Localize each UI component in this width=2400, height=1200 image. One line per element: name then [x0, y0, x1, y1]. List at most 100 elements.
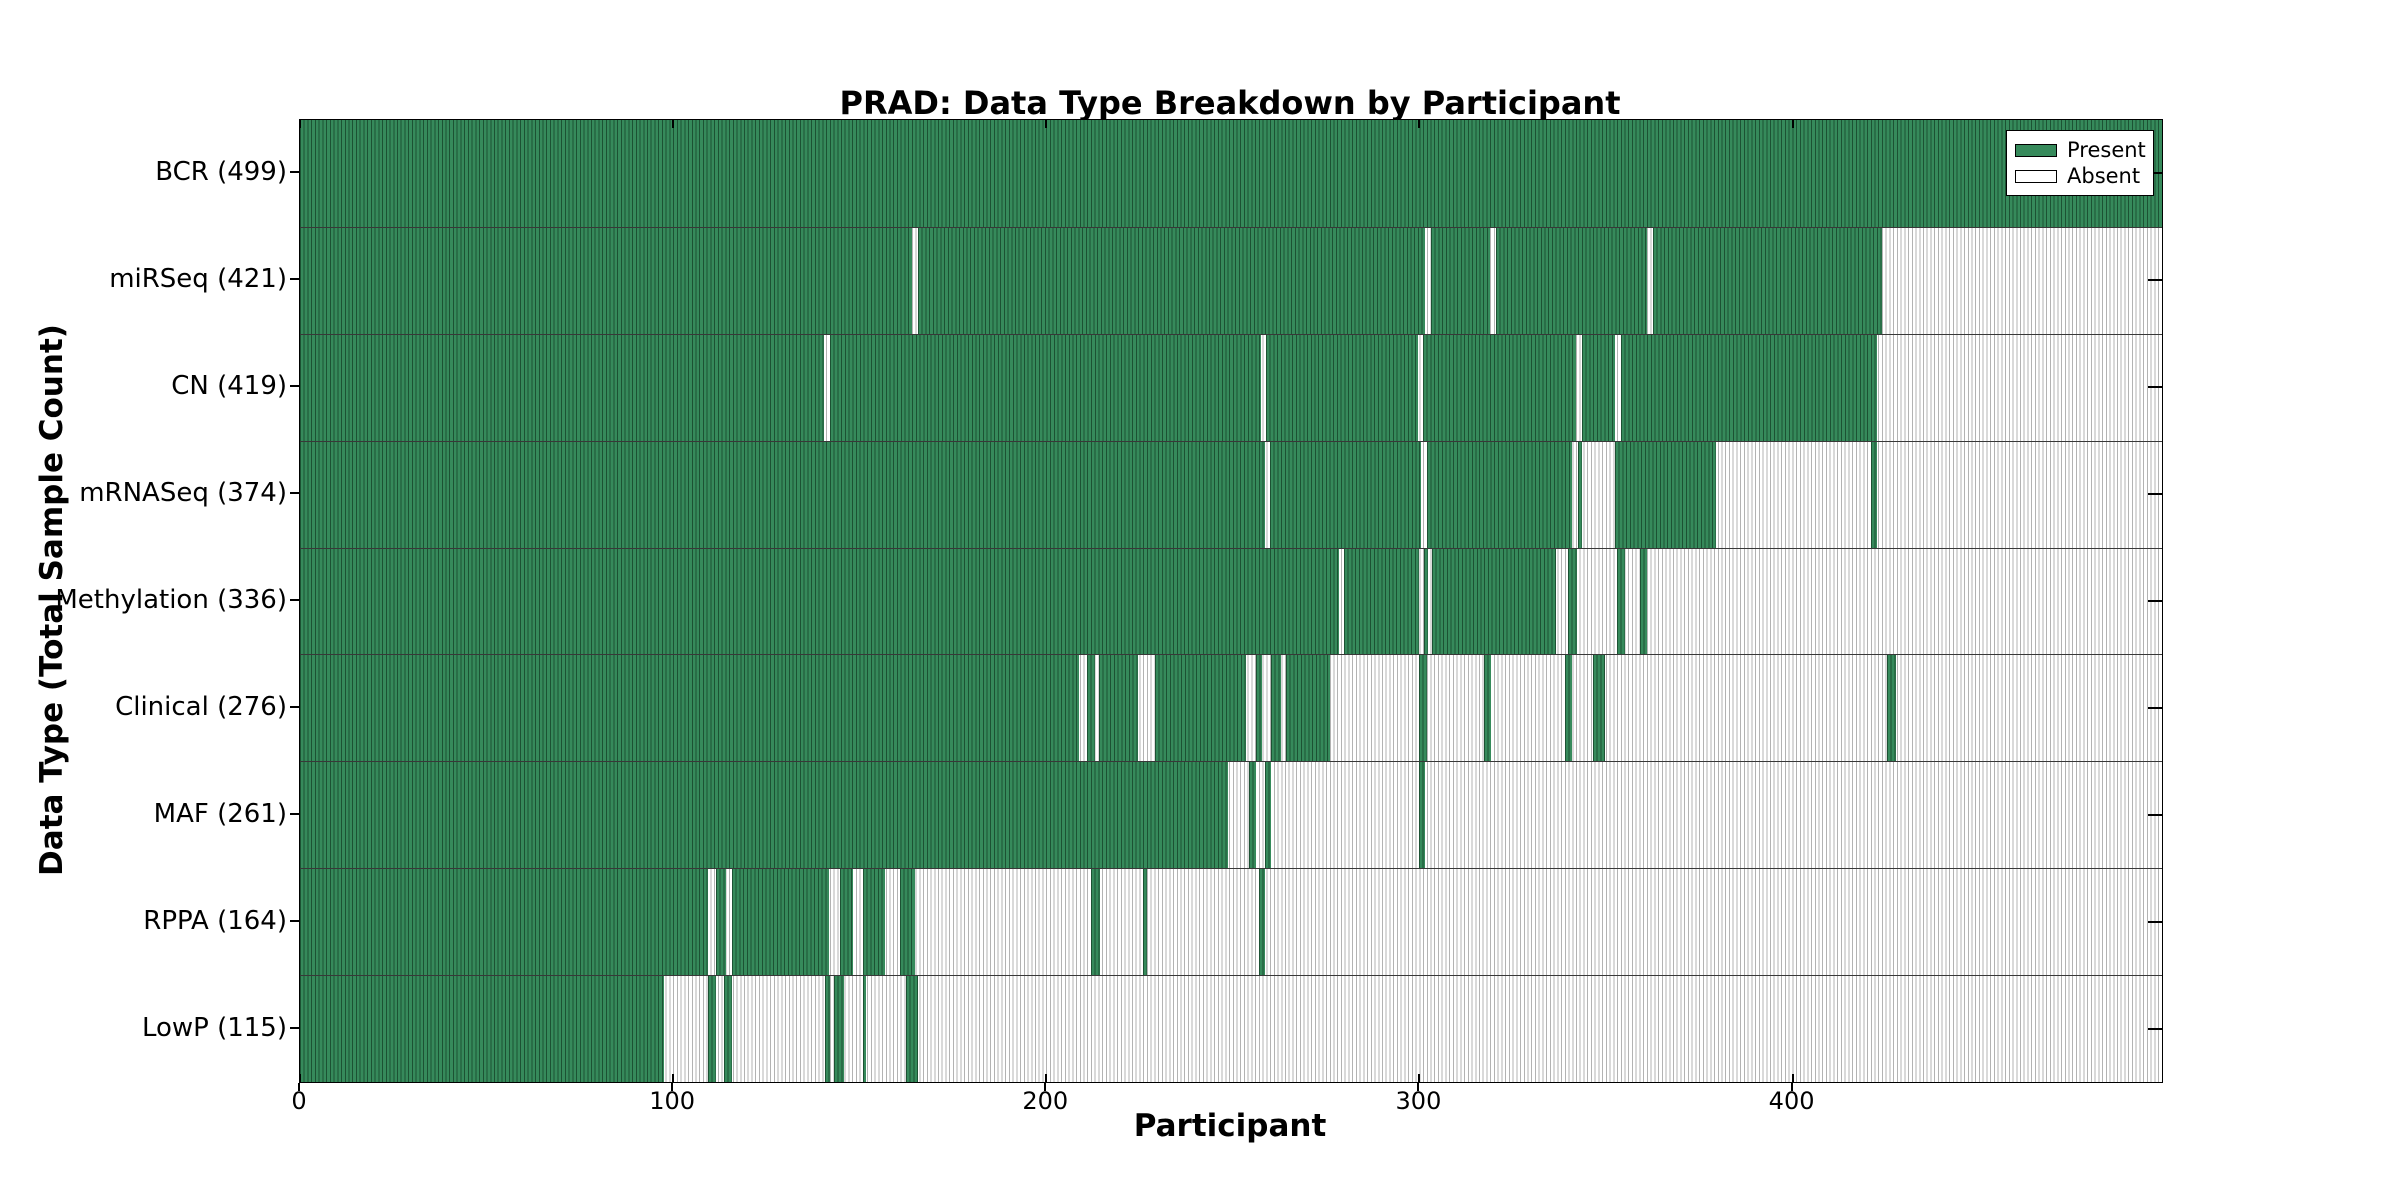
legend-entry-absent: Absent: [2015, 163, 2145, 189]
x-tick-mark-bottom: [1044, 1083, 1047, 1091]
x-tick-label: 400: [1768, 1087, 1815, 1115]
x-tick-mark-bottom-inward: [1045, 1074, 1048, 1082]
y-tick-mark-left: [290, 492, 299, 495]
row-maf: [300, 761, 2162, 869]
present-segment: [1258, 868, 1265, 976]
present-segment: [1143, 868, 1148, 976]
row-divider: [300, 547, 2162, 549]
present-segment: [1887, 654, 1896, 762]
row-divider: [300, 761, 2162, 763]
present-segment: [1426, 440, 1572, 548]
present-segment: [862, 868, 885, 976]
y-tick-mark-left: [290, 171, 299, 174]
present-segment: [1432, 547, 1556, 655]
y-tick-mark-left: [290, 1026, 299, 1029]
present-segment: [905, 975, 919, 1082]
x-tick-mark-top-inward: [1791, 120, 1794, 128]
present-segment: [1639, 547, 1648, 655]
y-tick-mark-right: [2148, 386, 2162, 389]
present-segment: [840, 868, 853, 976]
present-swatch: [2015, 143, 2057, 157]
y-tick-label: Clinical (276): [115, 691, 287, 722]
present-segment: [1266, 333, 1418, 441]
y-tick-label: Methylation (336): [55, 585, 287, 615]
present-segment: [1264, 761, 1271, 869]
present-segment: [1423, 333, 1577, 441]
present-segment: [732, 868, 830, 976]
x-tick-mark-bottom-inward: [299, 1074, 301, 1082]
x-tick-mark-top-inward: [1045, 120, 1048, 128]
y-tick-label: RPPA (164): [143, 905, 287, 936]
y-tick-mark-right: [2148, 493, 2162, 496]
x-tick-mark-bottom-inward: [1418, 1074, 1421, 1082]
present-segment: [300, 120, 2162, 227]
x-tick-label: 200: [1022, 1087, 1069, 1115]
present-segment: [899, 868, 915, 976]
x-tick-mark-bottom-inward: [1791, 1074, 1794, 1082]
x-axis-title: Participant: [1133, 1108, 1327, 1144]
present-segment: [300, 547, 1339, 655]
present-segment: [1567, 547, 1577, 655]
present-segment: [1483, 654, 1492, 762]
x-tick-mark-top-inward: [672, 120, 675, 128]
present-segment: [1344, 547, 1420, 655]
present-segment: [1870, 440, 1878, 548]
present-segment: [1091, 868, 1101, 976]
present-segment: [1270, 440, 1422, 548]
present-segment: [1620, 333, 1877, 441]
present-segment: [300, 226, 912, 334]
y-tick-mark-left: [290, 278, 299, 281]
present-segment: [1430, 226, 1491, 334]
x-tick-mark-bottom: [1417, 1083, 1420, 1091]
present-segment: [825, 975, 831, 1082]
x-tick-mark-bottom-inward: [672, 1074, 675, 1082]
row-bcr: [300, 120, 2162, 227]
present-segment: [1614, 440, 1717, 548]
x-tick-mark-top-inward: [299, 120, 301, 128]
present-segment: [1423, 547, 1428, 655]
present-segment: [1617, 547, 1625, 655]
legend-label-present: Present: [2067, 138, 2146, 162]
row-cn: [300, 333, 2162, 441]
legend: Present Absent: [2006, 130, 2154, 196]
x-tick-mark-top-inward: [1418, 120, 1421, 128]
y-tick-mark-right: [2148, 706, 2162, 709]
absent-swatch: [2015, 169, 2057, 183]
present-segment: [1652, 226, 1883, 334]
present-segment: [1577, 440, 1583, 548]
chart-title: PRAD: Data Type Breakdown by Participant: [839, 84, 1621, 122]
y-tick-mark-right: [2148, 279, 2162, 282]
legend-label-absent: Absent: [2067, 164, 2141, 188]
y-tick-mark-right: [2148, 172, 2162, 175]
present-segment: [917, 226, 1426, 334]
present-segment: [1098, 654, 1139, 762]
present-segment: [1154, 654, 1247, 762]
y-tick-label: BCR (499): [155, 157, 287, 188]
present-segment: [300, 333, 825, 441]
row-divider: [300, 654, 2162, 656]
y-tick-label: MAF (261): [153, 798, 287, 829]
x-tick-mark-bottom: [1790, 1083, 1793, 1091]
y-tick-label: LowP (115): [141, 1012, 287, 1043]
row-rppa: [300, 868, 2162, 976]
present-segment: [300, 440, 1265, 548]
plot-area: Present Absent: [299, 119, 2163, 1083]
present-segment: [723, 975, 733, 1082]
y-tick-mark-right: [2148, 600, 2162, 602]
y-tick-mark-right: [2148, 813, 2162, 816]
x-tick-mark-bottom: [671, 1083, 674, 1091]
present-segment: [300, 975, 664, 1082]
row-mirseq: [300, 226, 2162, 334]
present-segment: [862, 975, 867, 1082]
present-segment: [1419, 654, 1427, 762]
row-divider: [300, 226, 2162, 228]
x-tick-mark-bottom: [298, 1083, 300, 1091]
present-segment: [1592, 654, 1605, 762]
y-tick-mark-left: [290, 385, 299, 388]
row-lowp: [300, 975, 2162, 1082]
row-divider: [300, 975, 2162, 977]
present-segment: [300, 761, 1228, 869]
row-divider: [300, 440, 2162, 442]
row-divider: [300, 868, 2162, 870]
